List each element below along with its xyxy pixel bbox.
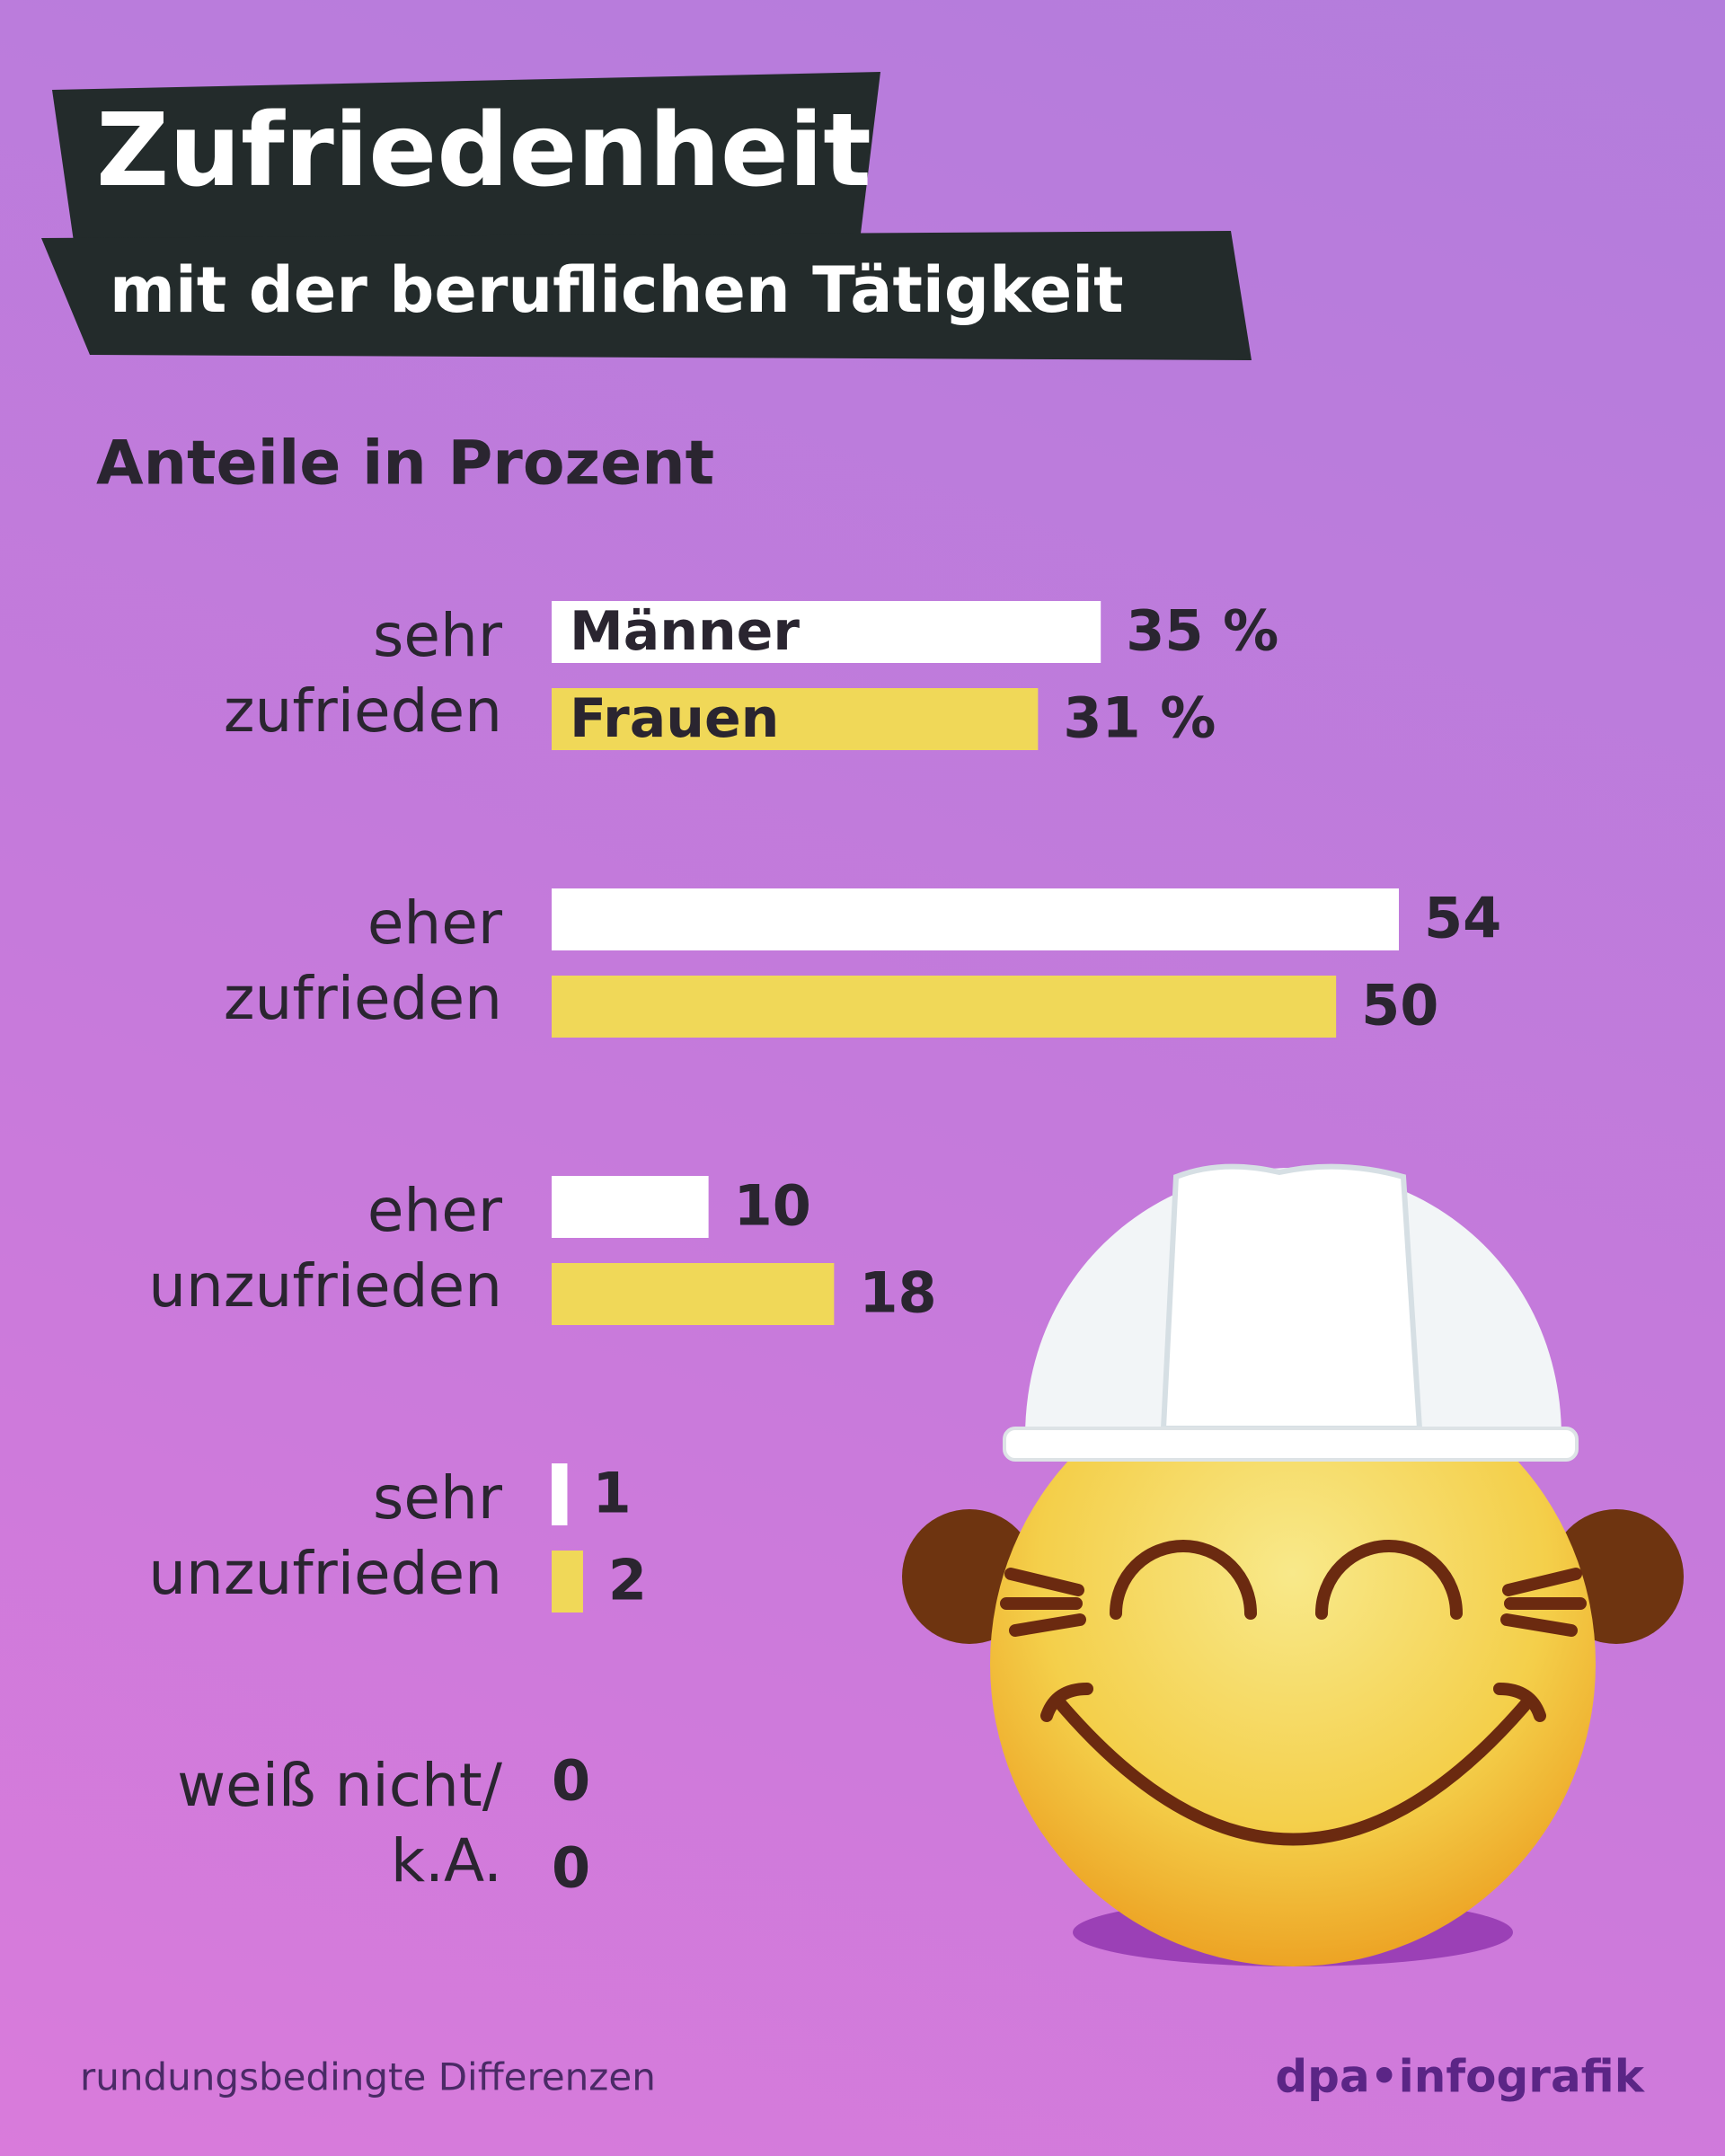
bar xyxy=(552,888,1399,950)
source: dpa•infografik xyxy=(1275,2051,1645,2103)
value-label: 54 xyxy=(1424,886,1501,951)
bar xyxy=(552,688,1039,750)
category-label: sehr unzufrieden xyxy=(148,1463,502,1608)
chart-title: Zufriedenheit xyxy=(96,93,871,209)
bar xyxy=(552,1263,835,1325)
bar xyxy=(552,1176,709,1238)
bar xyxy=(552,1463,568,1525)
category-label: weiß nicht/ k.A. xyxy=(177,1751,502,1895)
title-banner xyxy=(52,72,880,254)
value-label: 35 % xyxy=(1126,598,1278,664)
unit-note: Anteile in Prozent xyxy=(96,429,714,499)
value-label: 0 xyxy=(552,1748,590,1814)
bar xyxy=(552,976,1337,1038)
value-label: 10 xyxy=(734,1173,811,1239)
value-label: 18 xyxy=(859,1260,936,1326)
value-label: 31 % xyxy=(1063,685,1216,751)
value-label: 1 xyxy=(592,1461,631,1526)
legend-label: Frauen xyxy=(570,687,779,750)
emoji-illustration xyxy=(902,1163,1684,1966)
value-label: 0 xyxy=(552,1835,590,1901)
category-label: eher unzufrieden xyxy=(148,1176,502,1321)
value-label: 2 xyxy=(608,1548,647,1613)
category-label: eher zufrieden xyxy=(223,888,502,1033)
bar xyxy=(552,601,1101,663)
legend-label: Männer xyxy=(570,600,800,663)
value-label: 50 xyxy=(1361,973,1438,1038)
footnote: rundungsbedingte Differenzen xyxy=(80,2055,656,2099)
chart-subtitle: mit der beruflichen Tätigkeit xyxy=(110,253,1124,327)
subtitle-banner xyxy=(41,231,1252,360)
bar xyxy=(552,1551,583,1613)
category-label: sehr zufrieden xyxy=(223,601,502,746)
